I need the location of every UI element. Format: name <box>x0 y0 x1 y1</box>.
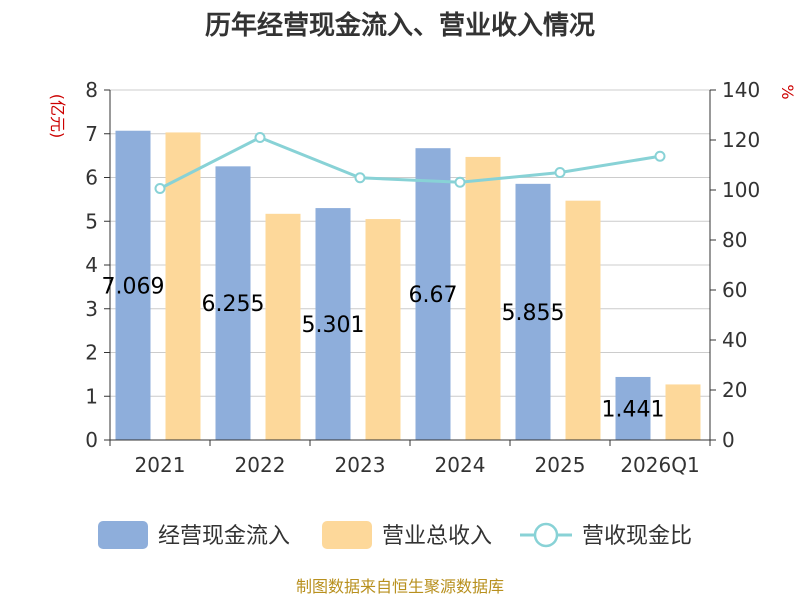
left-axis-tick-label: 0 <box>85 428 98 452</box>
x-axis-tick-label: 2026Q1 <box>620 453 699 477</box>
legend-swatch <box>322 521 372 549</box>
line-series <box>154 132 666 194</box>
left-axis-tick-label: 5 <box>85 209 98 233</box>
source-note: 制图数据来自恒生聚源数据库 <box>296 577 504 596</box>
legend-swatch <box>98 521 148 549</box>
right-axis-tick-label: 80 <box>722 228 747 252</box>
legend: 经营现金流入 营业总收入 营收现金比 <box>98 521 692 549</box>
legend-label: 营业总收入 <box>382 524 492 549</box>
x-axis-tick-label: 2021 <box>135 453 186 477</box>
data-labels: 7.069 6.255 5.301 6.67 5.855 1.441 <box>102 274 665 422</box>
bar <box>265 213 301 440</box>
right-axis-tick-label: 120 <box>722 128 760 152</box>
left-axis-tick-label: 1 <box>85 384 98 408</box>
left-axis-tick-label: 4 <box>85 253 98 277</box>
x-axis-tick-label: 2022 <box>235 453 286 477</box>
bar <box>365 219 401 440</box>
line-point <box>354 172 366 184</box>
bar <box>665 384 701 440</box>
right-axis-tick-label: 20 <box>722 378 747 402</box>
legend-swatch-marker <box>533 522 559 548</box>
line-point <box>654 150 666 162</box>
line-point <box>254 132 266 143</box>
right-axis-tick-label: 60 <box>722 278 747 302</box>
legend-label: 经营现金流入 <box>158 524 290 549</box>
x-axis-tick-label: 2025 <box>535 453 586 477</box>
left-axis-unit: (亿元) <box>48 94 67 139</box>
x-axis-tick-label: 2023 <box>335 453 386 477</box>
legend-label: 营收现金比 <box>582 524 692 549</box>
grid-lines <box>110 89 710 397</box>
right-axis-tick-label: 40 <box>722 328 747 352</box>
line-point <box>454 176 466 188</box>
left-axis-tick-label: 3 <box>85 297 98 321</box>
line-path <box>159 135 661 190</box>
x-axis-tick-label: 2024 <box>435 453 486 477</box>
right-axis-tick-label: 140 <box>722 78 760 102</box>
bar <box>215 166 251 440</box>
bar <box>165 132 201 440</box>
chart-title: 历年经营现金流入、营业收入情况 <box>205 10 595 41</box>
data-label: 5.301 <box>302 313 365 338</box>
bar <box>115 130 151 440</box>
left-axis-tick-label: 7 <box>85 122 98 146</box>
bar <box>415 148 451 440</box>
line-point <box>154 183 166 194</box>
right-axis-tick-label: 0 <box>722 428 735 452</box>
data-label: 7.069 <box>102 274 165 299</box>
data-label: 1.441 <box>602 397 665 422</box>
left-axis-tick-label: 8 <box>85 78 98 102</box>
bar-series <box>115 130 701 440</box>
right-axis-tick-label: 100 <box>722 178 760 202</box>
bar <box>515 183 551 440</box>
bar <box>315 208 351 440</box>
line-point <box>554 167 566 178</box>
data-label: 5.855 <box>502 301 565 326</box>
left-axis-tick-label: 2 <box>85 341 98 365</box>
bar <box>565 200 601 440</box>
right-axis-unit: % <box>778 84 797 99</box>
bar <box>465 156 501 440</box>
left-axis-tick-label: 6 <box>85 166 98 190</box>
data-label: 6.255 <box>202 292 265 317</box>
bar <box>615 376 651 440</box>
data-label: 6.67 <box>409 283 458 308</box>
